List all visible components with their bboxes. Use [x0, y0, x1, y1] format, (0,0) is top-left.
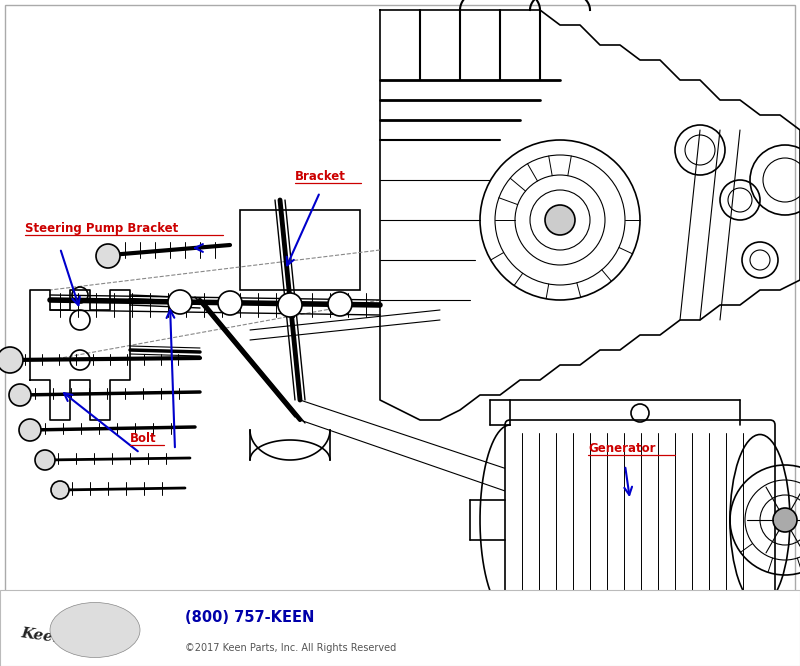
Circle shape	[0, 347, 23, 373]
Circle shape	[218, 291, 242, 315]
Circle shape	[168, 290, 192, 314]
Circle shape	[19, 419, 41, 441]
Circle shape	[278, 293, 302, 317]
Circle shape	[545, 205, 575, 235]
Text: Bracket: Bracket	[295, 170, 346, 183]
Text: (800) 757-KEEN: (800) 757-KEEN	[185, 611, 314, 625]
Bar	[0, 590, 800, 666]
Text: Steering Pump Bracket: Steering Pump Bracket	[25, 222, 178, 235]
Ellipse shape	[50, 603, 140, 657]
Circle shape	[328, 292, 352, 316]
FancyBboxPatch shape	[505, 420, 775, 620]
Text: Keen Parts: Keen Parts	[20, 627, 114, 653]
Circle shape	[9, 384, 31, 406]
Text: Generator: Generator	[588, 442, 655, 455]
Text: Bolt: Bolt	[130, 432, 157, 445]
Circle shape	[96, 244, 120, 268]
Circle shape	[51, 481, 69, 499]
Text: ©2017 Keen Parts, Inc. All Rights Reserved: ©2017 Keen Parts, Inc. All Rights Reserv…	[185, 643, 396, 653]
Circle shape	[773, 508, 797, 532]
Circle shape	[35, 450, 55, 470]
